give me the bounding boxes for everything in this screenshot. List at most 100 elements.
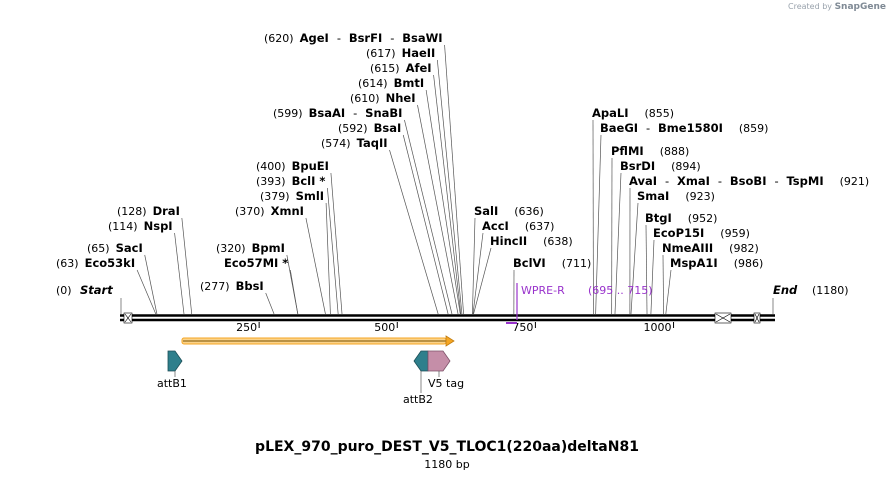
end-position: (1180) xyxy=(812,284,849,297)
primer-range: (695 .. 715) xyxy=(588,284,653,297)
feature-v5-tag[interactable]: V5 tag xyxy=(427,350,464,390)
site-agei-name-2: BsaWI xyxy=(402,31,442,45)
site-mspa1i[interactable]: MspA1I (986) xyxy=(670,256,763,270)
site-hincii[interactable]: HincII (638) xyxy=(490,234,573,248)
site-drai[interactable]: (128) DraI xyxy=(117,204,180,218)
site-saci[interactable]: (65) SacI xyxy=(87,241,143,255)
site-acci-name-0: AccI xyxy=(482,219,509,233)
primer-name: WPRE-R xyxy=(521,284,565,297)
site-nspi-position: (114) xyxy=(108,220,138,233)
feature-attb1[interactable]: attB1 xyxy=(157,350,187,390)
site-baegi-separator: - xyxy=(646,121,650,135)
site-bcli[interactable]: (393) BclI * xyxy=(256,174,325,188)
tick-label-250: 250 xyxy=(236,321,257,334)
site-avai-position: (921) xyxy=(840,175,870,188)
site-bsai[interactable]: (592) BsaI xyxy=(338,121,401,135)
site-eco57mi[interactable]: Eco57MI * xyxy=(224,256,288,270)
site-leader-lines xyxy=(136,44,672,315)
site-hincii-leader xyxy=(473,247,492,315)
site-btgi-leader xyxy=(645,224,648,315)
site-bpuei[interactable]: (400) BpuEI xyxy=(256,159,329,173)
map-length: 1180 bp xyxy=(424,458,470,471)
site-bsaai[interactable]: (599) BsaAI - SnaBI xyxy=(273,106,402,120)
site-bsai-name-0: BsaI xyxy=(374,121,402,135)
site-btgi-position: (952) xyxy=(688,212,718,225)
site-agei-name-0: AgeI xyxy=(300,31,329,45)
site-smli-name-0: SmlI xyxy=(296,189,325,203)
site-pflmi[interactable]: PflMI (888) xyxy=(611,144,689,158)
site-bsrdi-position: (894) xyxy=(671,160,701,173)
site-hincii-position: (638) xyxy=(543,235,573,248)
site-smli[interactable]: (379) SmlI xyxy=(260,189,324,203)
site-btgi[interactable]: BtgI (952) xyxy=(645,211,717,225)
site-bpmi[interactable]: (320) BpmI xyxy=(216,241,285,255)
site-bmti[interactable]: (614) BmtI xyxy=(358,76,424,90)
site-smli-position: (379) xyxy=(260,190,290,203)
site-ecop15i-name-0: EcoP15I xyxy=(653,226,704,240)
site-sali-name-0: SalI xyxy=(474,204,498,218)
site-bsaai-name-1: SnaBI xyxy=(365,106,402,120)
site-baegi-name-0: BaeGI xyxy=(600,121,638,135)
site-bbsi[interactable]: (277) BbsI xyxy=(200,279,264,293)
site-acci-leader xyxy=(472,232,484,315)
site-taqii-name-0: TaqII xyxy=(357,136,388,150)
site-ecop15i[interactable]: EcoP15I (959) xyxy=(653,226,750,240)
site-agei-position: (620) xyxy=(264,32,294,45)
site-taqii-leader xyxy=(389,149,439,315)
start-label: Start xyxy=(80,283,113,297)
site-afei[interactable]: (615) AfeI xyxy=(370,61,432,75)
site-acci[interactable]: AccI (637) xyxy=(482,219,554,233)
site-apali[interactable]: ApaLI (855) xyxy=(592,106,674,120)
site-ecop15i-leader xyxy=(650,239,655,315)
site-sali[interactable]: SalI (636) xyxy=(474,204,544,218)
site-bclvi-position: (711) xyxy=(562,257,592,270)
site-smai-position: (923) xyxy=(685,190,715,203)
site-nhei-name-0: NheI xyxy=(386,91,416,105)
site-avai-name-3: TspMI xyxy=(786,174,823,188)
site-nhei[interactable]: (610) NheI xyxy=(350,91,415,105)
attb1-label: attB1 xyxy=(157,377,187,390)
site-bbsi-name-0: BbsI xyxy=(236,279,264,293)
site-bclvi[interactable]: BclVI (711) xyxy=(513,256,591,270)
site-drai-position: (128) xyxy=(117,205,147,218)
tick-label-750: 750 xyxy=(512,321,533,334)
site-mspa1i-name-0: MspA1I xyxy=(670,256,718,270)
site-eco57mi-name-0: Eco57MI * xyxy=(224,256,288,270)
tick-label-1000: 1000 xyxy=(644,321,672,334)
site-xmni[interactable]: (370) XmnI xyxy=(235,204,304,218)
site-nmeaiii[interactable]: NmeAIII (982) xyxy=(662,241,759,255)
site-haeii[interactable]: (617) HaeII xyxy=(366,46,435,60)
site-taqii[interactable]: (574) TaqII xyxy=(321,136,388,150)
site-avai[interactable]: AvaI - XmaI - BsoBI - TspMI (921) xyxy=(629,174,869,188)
site-avai-separator: - xyxy=(774,174,778,188)
sequence-backbone xyxy=(120,312,775,324)
site-smai[interactable]: SmaI (923) xyxy=(637,189,715,203)
site-bsrdi-name-0: BsrDI xyxy=(620,159,655,173)
site-baegi[interactable]: BaeGI - Bme1580I (859) xyxy=(600,121,768,135)
site-bbsi-leader xyxy=(265,292,275,315)
site-bmti-position: (614) xyxy=(358,77,388,90)
site-eco53ki-leader xyxy=(136,269,157,315)
primer-wpre-r[interactable]: WPRE-R (695 .. 715) xyxy=(506,283,653,324)
site-bsaai-name-0: BsaAI xyxy=(309,106,346,120)
site-nspi[interactable]: (114) NspI xyxy=(108,219,173,233)
site-sali-position: (636) xyxy=(514,205,544,218)
site-agei[interactable]: (620) AgeI - BsrFI - BsaWI xyxy=(264,31,443,45)
site-eco53ki[interactable]: (63) Eco53kI xyxy=(56,256,135,270)
site-pflmi-name-0: PflMI xyxy=(611,144,644,158)
site-haeii-leader xyxy=(436,59,463,315)
site-bmti-name-0: BmtI xyxy=(394,76,425,90)
site-afei-name-0: AfeI xyxy=(406,61,432,75)
orf-arrow[interactable] xyxy=(181,335,455,347)
site-mspa1i-leader xyxy=(665,269,672,315)
site-bsaai-position: (599) xyxy=(273,107,303,120)
site-nhei-leader xyxy=(417,104,459,315)
site-bbsi-position: (277) xyxy=(200,280,230,293)
feature-attb2[interactable]: attB2 xyxy=(403,350,433,406)
start-marker: (0) Start xyxy=(56,283,122,314)
site-nhei-position: (610) xyxy=(350,92,380,105)
site-bsaai-separator: - xyxy=(353,106,357,120)
site-bsrdi[interactable]: BsrDI (894) xyxy=(620,159,701,173)
site-nspi-leader xyxy=(174,232,185,315)
